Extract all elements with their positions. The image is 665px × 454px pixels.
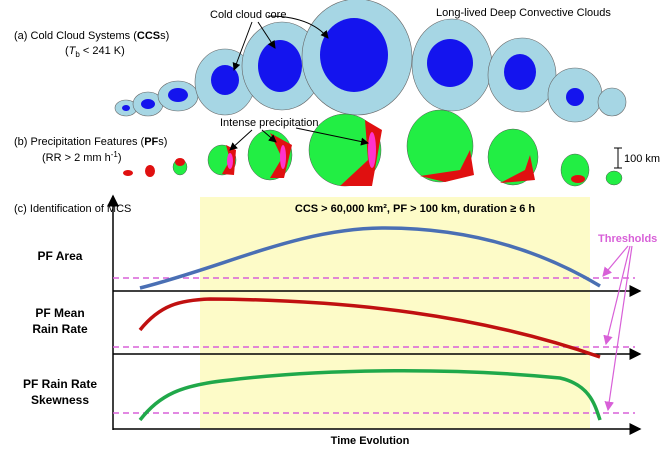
- highlight-window: [200, 197, 590, 429]
- thresholds-label: Thresholds: [598, 233, 657, 245]
- core-label: Cold cloud core: [210, 9, 286, 21]
- precip-features: [123, 109, 623, 187]
- row-label: PF Mean: [35, 306, 84, 320]
- intense-label: Intense precipitation: [220, 117, 318, 129]
- row-label: Skewness: [31, 393, 89, 407]
- row-label: PF Rain Rate: [23, 377, 97, 391]
- axes: [107, 194, 642, 435]
- clouds: [114, 0, 627, 123]
- panel-b-title: (b) Precipitation Features (PFs): [14, 136, 167, 148]
- criteria: CCS > 60,000 km², PF > 100 km, duration …: [295, 203, 535, 215]
- x-axis-label: Time Evolution: [331, 435, 410, 447]
- panel-b-condition: (RR > 2 mm h-1): [42, 150, 122, 164]
- threshold-arrows: [602, 245, 633, 412]
- panel-a-condition: (Tb < 241 K): [65, 45, 125, 59]
- long-lived-label: Long-lived Deep Convective Clouds: [436, 7, 611, 19]
- row-label: Rain Rate: [32, 322, 88, 336]
- curves: [138, 226, 602, 422]
- panel-a-title: (a) Cold Cloud Systems (CCSs): [14, 30, 169, 42]
- scale-label: 100 km: [624, 153, 660, 165]
- panel-c-title: (c) Identification of MCS: [14, 203, 131, 215]
- row-label: PF Area: [38, 249, 83, 263]
- arrows: [229, 15, 369, 151]
